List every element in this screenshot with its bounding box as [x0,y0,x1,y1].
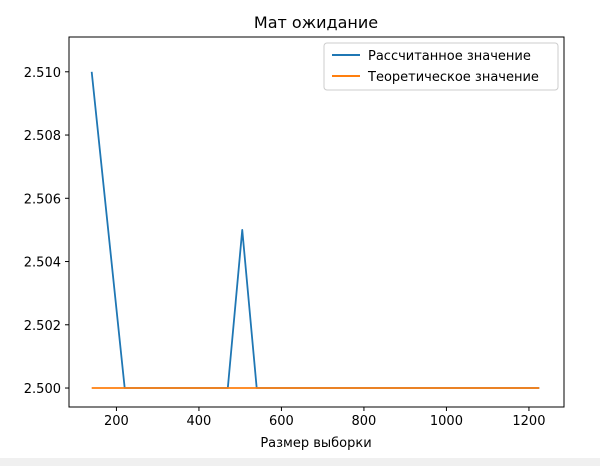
legend-label-calculated: Рассчитанное значение [368,49,531,64]
x-tick-label: 1200 [512,414,545,429]
x-tick-label: 600 [269,414,294,429]
legend: Рассчитанное значение Теоретическое знач… [323,42,559,91]
window-bottom-strip [0,458,600,466]
y-tick-label: 2.502 [24,319,61,334]
series-layer [90,71,540,389]
x-tick-label: 1000 [430,414,463,429]
y-tick-label: 2.510 [24,66,61,81]
x-axis-label: Размер выборки [260,436,371,451]
x-axis: 200 400 600 800 1000 1200 [104,407,545,429]
x-tick-label: 800 [352,414,377,429]
y-tick-label: 2.506 [24,192,61,207]
chart-title: Мат ожидание [254,13,378,32]
y-tick-label: 2.500 [24,382,61,397]
legend-frame [323,42,559,91]
legend-label-theoretical: Теоретическое значение [367,70,539,85]
plot-frame [68,36,565,408]
y-tick-label: 2.504 [24,256,61,271]
x-tick-label: 400 [187,414,212,429]
y-axis: 2.500 2.502 2.504 2.506 2.508 2.510 [24,66,69,397]
y-tick-label: 2.508 [24,129,61,144]
x-tick-label: 200 [104,414,129,429]
